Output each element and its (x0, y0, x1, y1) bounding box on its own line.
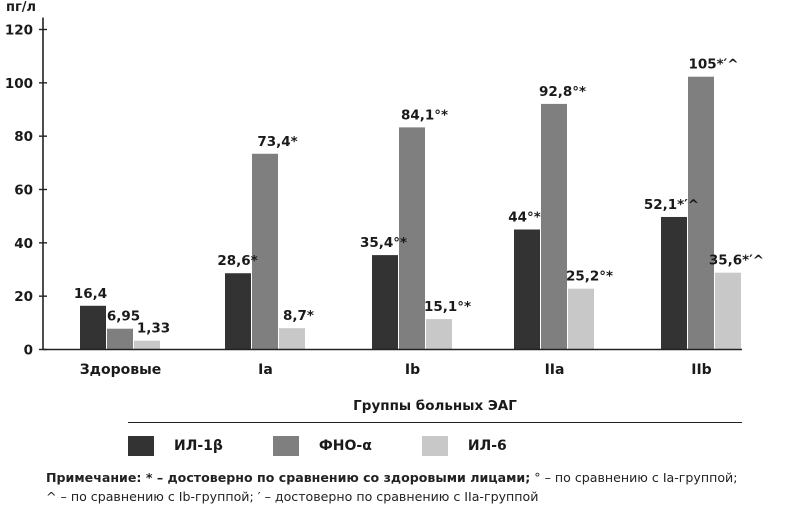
data-label-IIb-series-3: 35,6*′^ (709, 253, 764, 269)
data-label-Ia-series-1: 28,6* (217, 253, 257, 269)
data-label-IIa-series-1: 44°* (508, 210, 541, 226)
bar-IIa-series-3 (568, 288, 594, 350)
footnote-line-2: ^ – по сравнению с Ib-группой; ′ – досто… (46, 489, 539, 504)
x-axis-title: Группы больных ЭАГ (353, 398, 517, 414)
bar-IIa-series-2 (541, 103, 567, 350)
y-tick-label-20: 20 (14, 289, 33, 305)
footnote: Примечание: * – достоверно по сравнению … (46, 468, 798, 506)
data-label-Здоровые-series-3: 1,33 (137, 321, 170, 337)
legend-swatch-il1b (128, 436, 154, 456)
x-tick-label-3: IIa (545, 362, 565, 378)
footnote-line-1-bold: Примечание: * – достоверно по сравнению … (46, 470, 531, 485)
legend-item-il1b: ИЛ-1β (128, 436, 223, 456)
bar-IIa-series-1 (514, 229, 540, 350)
data-label-IIb-series-1: 52,1*′^ (644, 197, 699, 213)
y-tick-label-80: 80 (14, 129, 33, 145)
bar-Ia-series-3 (279, 328, 305, 350)
x-tick-label-1: Ia (258, 362, 273, 378)
data-label-Здоровые-series-2: 6,95 (107, 309, 140, 325)
legend-label-il6: ИЛ-6 (467, 438, 507, 454)
bars (80, 76, 741, 350)
y-tick-label-0: 0 (24, 343, 33, 359)
y-tick-label-60: 60 (14, 183, 33, 199)
data-label-IIa-series-3: 25,2°* (566, 269, 613, 285)
bar-Здоровые-series-1 (80, 305, 106, 350)
bar-Здоровые-series-2 (107, 328, 133, 350)
y-tick-label-40: 40 (14, 236, 33, 252)
legend-item-il6: ИЛ-6 (421, 436, 507, 456)
bar-Ia-series-1 (225, 273, 251, 350)
legend-swatch-tnfa (272, 436, 299, 456)
x-tick-label-4: IIb (691, 362, 711, 378)
data-label-Ib-series-2: 84,1°* (401, 107, 448, 123)
y-tick-label-100: 100 (5, 76, 33, 92)
bar-Здоровые-series-3 (134, 340, 160, 350)
x-axis-title-rule (128, 422, 742, 423)
x-tick-label-0: Здоровые (80, 362, 162, 378)
bar-labels: 16,46,951,33 28,6* 73,4* 8,7* 35,4°* 84,1°* 15… (74, 57, 764, 337)
legend-item-tnfa: ФНО-α (272, 436, 372, 456)
y-tick-label-120: 120 (5, 23, 33, 39)
footnote-line-1: Примечание: * – достоверно по сравнению … (46, 468, 798, 487)
data-label-Здоровые-series-1: 16,4 (74, 286, 107, 302)
y-axis-unit-label: пг/л (6, 0, 37, 15)
x-axis: Здоровые Ia Ib IIa IIb (43, 348, 742, 378)
data-label-Ib-series-1: 35,4°* (360, 235, 407, 251)
bar-Ib-series-2 (399, 127, 425, 350)
data-label-Ia-series-2: 73,4* (257, 134, 297, 150)
bar-chart: 0 20 40 60 80 100 120 16,46,951,33 28,6* 73,4* 8,… (5, 17, 764, 378)
y-axis: 0 20 40 60 80 100 120 (5, 17, 47, 359)
bar-Ib-series-3 (426, 319, 452, 350)
legend: ИЛ-1β ФНО-α ИЛ-6 (128, 436, 557, 456)
data-label-IIa-series-2: 92,8°* (539, 84, 586, 100)
bar-Ia-series-2 (252, 153, 278, 350)
bar-IIb-series-2 (688, 76, 714, 350)
data-label-Ib-series-3: 15,1°* (424, 299, 471, 315)
data-label-IIb-series-2: 105*′^ (688, 57, 738, 73)
bar-Ib-series-1 (372, 255, 398, 350)
legend-label-tnfa: ФНО-α (318, 438, 372, 454)
x-tick-label-2: Ib (405, 362, 420, 378)
legend-label-il1b: ИЛ-1β (174, 438, 223, 454)
bar-IIb-series-3 (715, 272, 741, 350)
bar-IIb-series-1 (661, 216, 687, 350)
data-label-Ia-series-3: 8,7* (283, 308, 314, 324)
footnote-line-1-rest: ° – по сравнению с Ia-группой; (530, 470, 738, 485)
legend-swatch-il6 (421, 436, 448, 456)
